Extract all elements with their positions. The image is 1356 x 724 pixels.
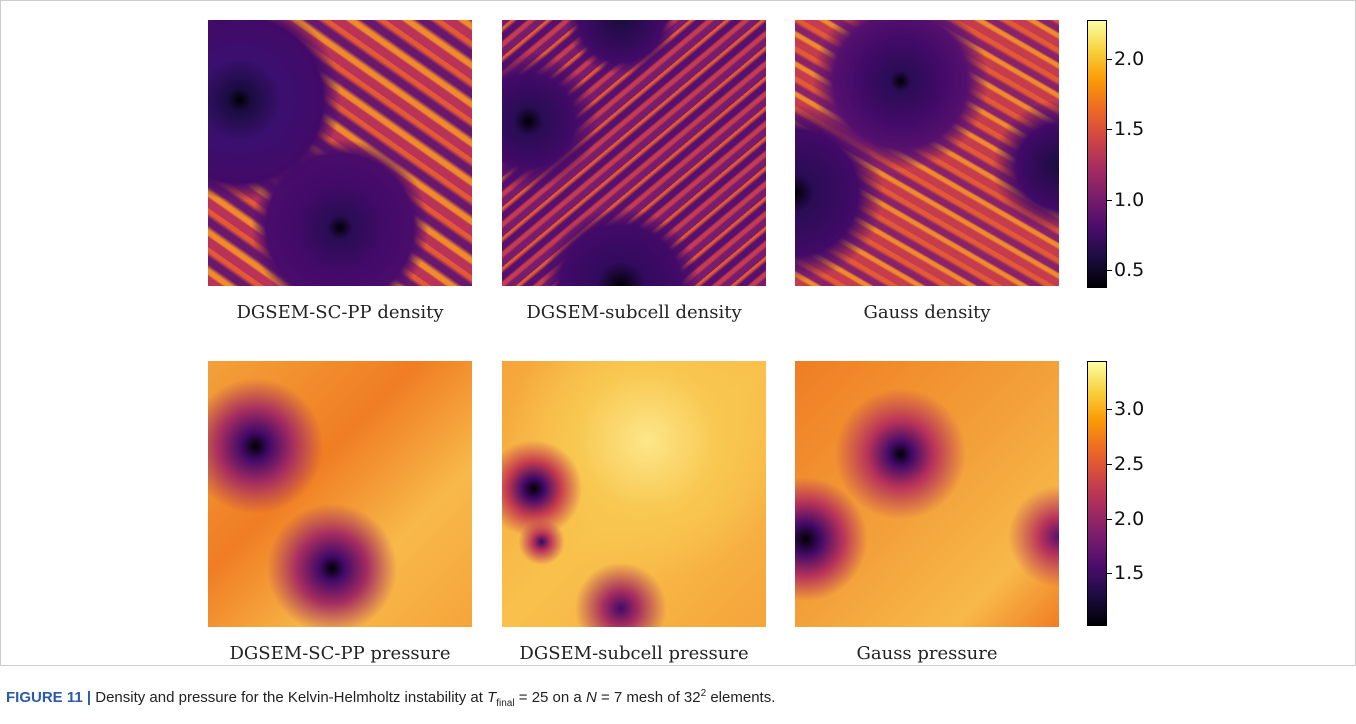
symbol: T	[487, 689, 496, 706]
subscript: final	[496, 698, 514, 709]
colorbar-tick	[1107, 464, 1112, 465]
colorbar-tick	[1107, 129, 1112, 130]
density-image	[208, 20, 472, 286]
panel-label: Gauss density	[777, 302, 1077, 323]
caption-text: = 7 mesh of 32	[601, 689, 701, 706]
density-image	[502, 20, 766, 286]
panel-label: Gauss pressure	[777, 643, 1077, 664]
caption-text: Density and pressure for the Kelvin-Helm…	[95, 689, 483, 706]
caption-text: = 25 on a	[519, 689, 582, 706]
colorbar	[1087, 361, 1107, 626]
symbol: N	[586, 689, 597, 706]
colorbar-tick	[1107, 519, 1112, 520]
panel-label: DGSEM-SC-PP pressure	[190, 643, 490, 664]
colorbar-tick-label: 1.0	[1114, 189, 1144, 211]
panel-label: DGSEM-subcell density	[484, 302, 784, 323]
colorbar-tick-label: 1.5	[1114, 562, 1144, 584]
colorbar-tick	[1107, 270, 1112, 271]
colorbar-tick	[1107, 200, 1112, 201]
colorbar-tick-label: 2.0	[1114, 48, 1144, 70]
colorbar-tick-label: 3.0	[1114, 398, 1144, 420]
pressure-image	[795, 361, 1059, 627]
caption: FIGURE 11 | Density and pressure for the…	[6, 688, 775, 709]
colorbar	[1087, 20, 1107, 288]
colorbar-tick	[1107, 409, 1112, 410]
colorbar-tick-label: 0.5	[1114, 259, 1144, 281]
panel-label: DGSEM-SC-PP density	[190, 302, 490, 323]
colorbar-tick-label: 2.0	[1114, 508, 1144, 530]
superscript: 2	[701, 688, 707, 699]
colorbar-tick	[1107, 573, 1112, 574]
density-image	[795, 20, 1059, 286]
colorbar-tick-label: 1.5	[1114, 118, 1144, 140]
panel-label: DGSEM-subcell pressure	[484, 643, 784, 664]
figure-label: FIGURE 11 |	[6, 689, 91, 706]
colorbar-tick-label: 2.5	[1114, 453, 1144, 475]
pressure-image	[502, 361, 766, 627]
caption-text: elements.	[710, 689, 775, 706]
pressure-image	[208, 361, 472, 627]
colorbar-tick	[1107, 59, 1112, 60]
page: DGSEM-SC-PP density DGSEM-subcell densit…	[0, 0, 1356, 724]
